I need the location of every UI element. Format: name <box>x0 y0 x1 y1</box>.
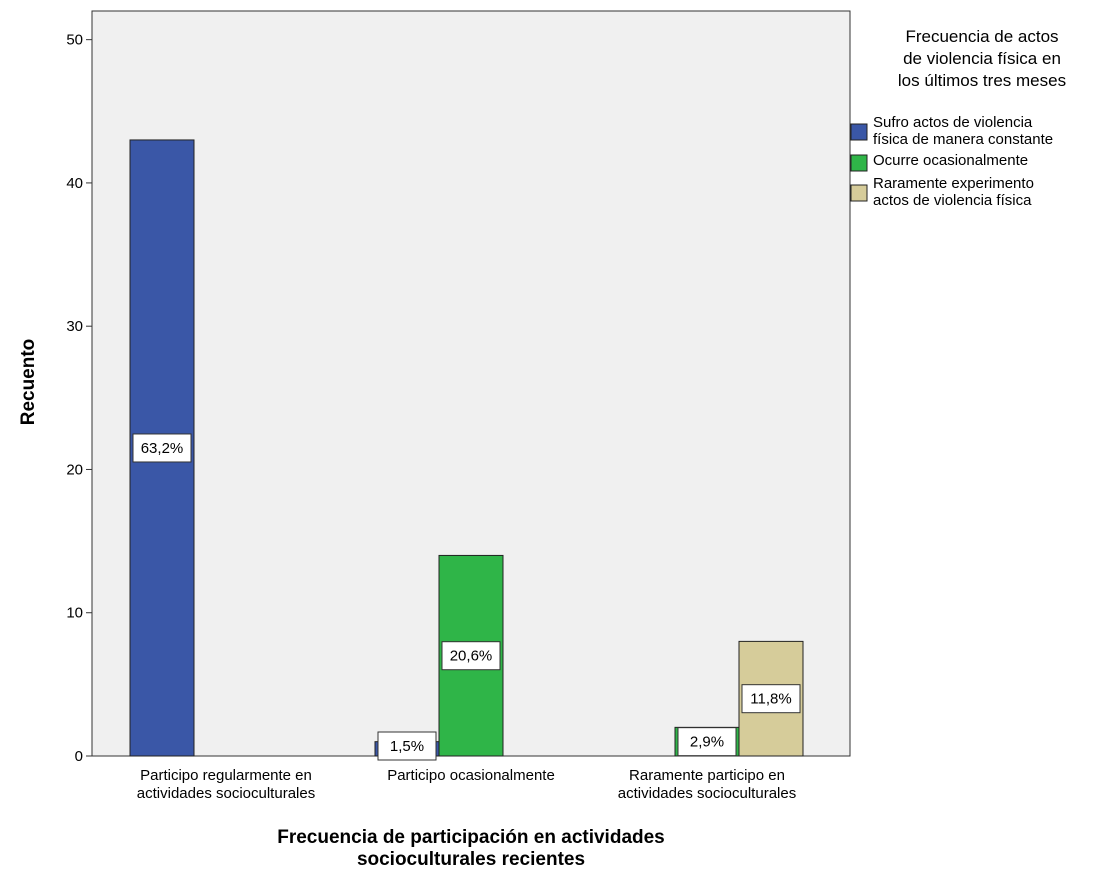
data-label-0-0: 63,2% <box>141 440 184 457</box>
data-label-2-2: 11,8% <box>750 691 791 708</box>
legend-swatch-2 <box>850 184 868 202</box>
y-tick-label-4: 40 <box>66 175 83 192</box>
x-category-label-1: Participo ocasionalmente <box>387 767 555 784</box>
legend: Frecuencia de actos de violencia física e… <box>850 27 1066 209</box>
data-label-2-1: 2,9% <box>690 734 724 751</box>
x-axis-title: Frecuencia de participación en actividad… <box>277 827 665 870</box>
y-tick-label-0: 0 <box>75 748 83 765</box>
legend-items: Sufro actos de violencia física de manera… <box>850 114 1053 209</box>
y-tick-label-2: 20 <box>66 461 83 478</box>
x-category-label-2: Raramente participo en actividades socioc… <box>618 767 796 802</box>
y-axis: 0 10 20 30 40 50 <box>66 32 92 765</box>
legend-label-1: Ocurre ocasionalmente <box>873 152 1028 169</box>
data-label-box-0-0 <box>132 433 192 463</box>
data-label-box-1-0 <box>377 731 437 761</box>
legend-title: Frecuencia de actos de violencia física e… <box>898 27 1066 90</box>
x-category-label-0: Participo regularmente en actividades soc… <box>137 767 315 802</box>
category-labels: Participo regularmente en actividades soc… <box>137 767 796 802</box>
y-tick-label-1: 10 <box>66 605 83 622</box>
legend-label-2: Raramente experimento actos de violencia … <box>873 175 1034 209</box>
data-label-box-2-2 <box>741 684 801 714</box>
y-tick-label-3: 30 <box>66 318 83 335</box>
legend-swatch-1 <box>850 154 868 172</box>
legend-swatch-0 <box>850 123 868 141</box>
data-label-box-1-1 <box>441 641 501 671</box>
data-label-box-2-1 <box>677 727 737 757</box>
y-axis-title: Recuento <box>18 339 39 426</box>
legend-label-0: Sufro actos de violencia física de manera… <box>873 114 1053 148</box>
data-labels: 63,2% 1,5% 20,6% 2,9% 11,8% <box>132 433 801 761</box>
y-tick-label-5: 50 <box>66 32 83 49</box>
data-label-1-1: 20,6% <box>450 648 493 665</box>
data-label-1-0: 1,5% <box>390 738 424 755</box>
